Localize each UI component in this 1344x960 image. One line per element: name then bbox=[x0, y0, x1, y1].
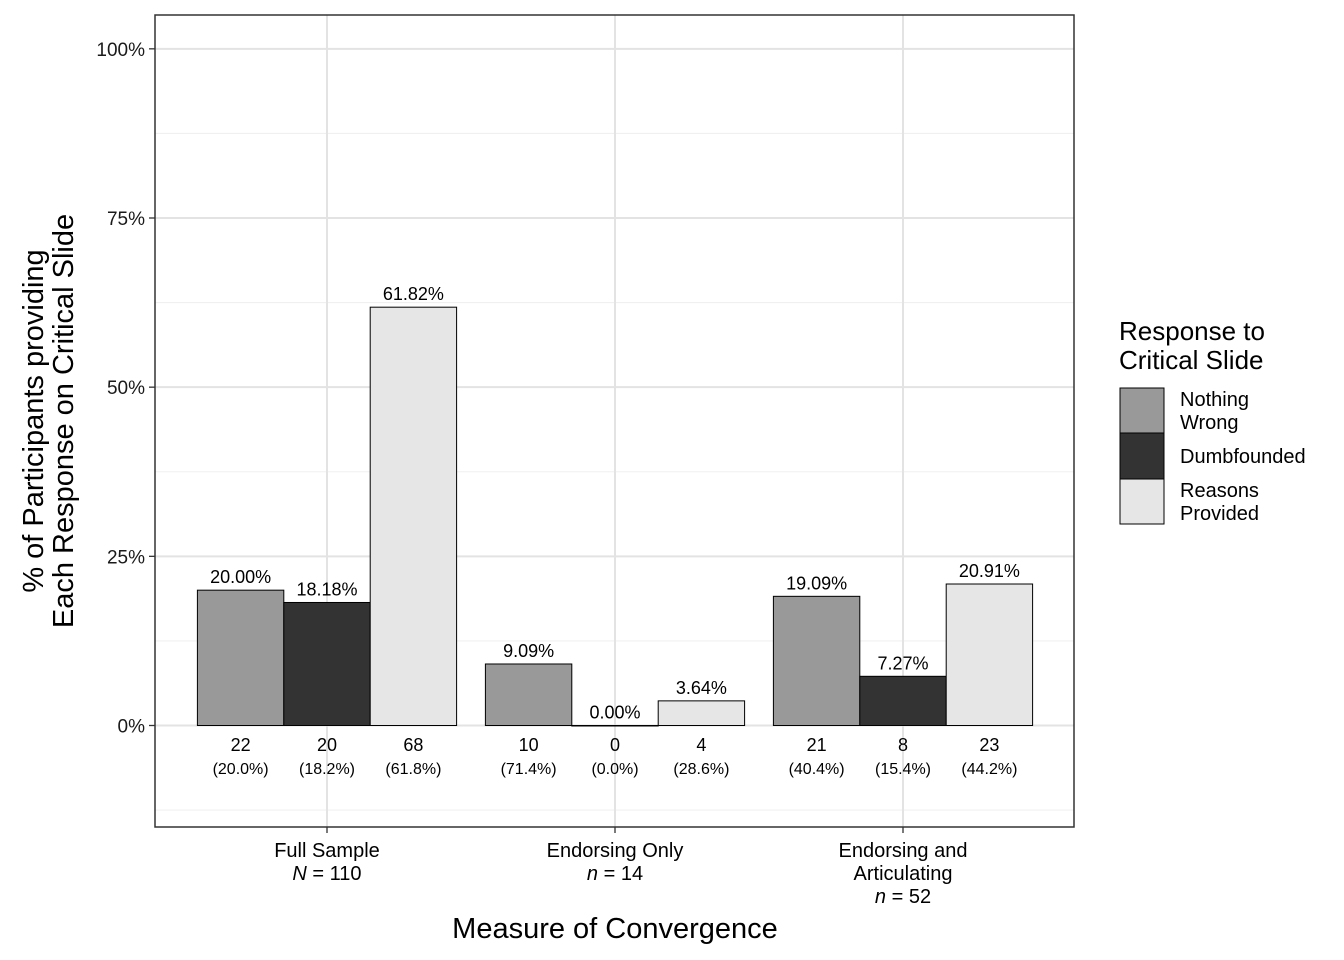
bar-count-label: 10 bbox=[519, 735, 539, 755]
legend-key bbox=[1119, 478, 1165, 525]
y-axis: 0% 25% 50% 75% 100% bbox=[96, 40, 155, 738]
y-axis-title-line: Each Response on Critical Slide bbox=[48, 214, 80, 628]
bar-count-label: 4 bbox=[696, 735, 706, 755]
bar bbox=[772, 595, 861, 726]
y-axis-title-line: % of Participants providing bbox=[18, 249, 50, 592]
count-labels: 22 (20.0%) 20 (18.2%) 68 (61.8%) 10 (71.4%) 0 (0.… bbox=[213, 735, 1018, 778]
bar bbox=[945, 583, 1034, 726]
bar-value-label: 20.00% bbox=[210, 567, 271, 587]
bar-count-percent-label: (61.8%) bbox=[385, 761, 441, 778]
bar-value-label: 61.82% bbox=[383, 284, 444, 304]
legend-label: Wrong bbox=[1180, 412, 1239, 434]
x-axis-title: Measure of Convergence bbox=[452, 913, 778, 945]
x-category-n-label: n = 14 bbox=[587, 863, 643, 885]
bar-count-label: 0 bbox=[610, 735, 620, 755]
x-category-n-label: N = 110 bbox=[292, 863, 361, 885]
bar-value-label: 0.00% bbox=[589, 703, 640, 723]
legend-title: Response to bbox=[1119, 316, 1265, 346]
bar bbox=[571, 725, 659, 727]
y-tick-label: 75% bbox=[107, 209, 145, 230]
bar bbox=[283, 601, 371, 726]
bar-count-percent-label: (40.4%) bbox=[789, 761, 845, 778]
value-labels: 20.00% 18.18% 61.82% 9.09% 0.00% 3.64% 19.09% 7… bbox=[210, 284, 1020, 722]
bar bbox=[196, 589, 285, 727]
bar-value-label: 3.64% bbox=[676, 678, 727, 698]
legend-title: Critical Slide bbox=[1119, 345, 1264, 375]
bar-count-percent-label: (44.2%) bbox=[961, 761, 1017, 778]
y-tick-label: 50% bbox=[107, 378, 145, 399]
bar-count-percent-label: (18.2%) bbox=[299, 761, 355, 778]
bar-count-label: 68 bbox=[403, 735, 423, 755]
bar bbox=[484, 663, 573, 727]
bar-count-percent-label: (15.4%) bbox=[875, 761, 931, 778]
bar-count-percent-label: (71.4%) bbox=[501, 761, 557, 778]
legend-label: Nothing bbox=[1180, 389, 1249, 411]
bar bbox=[369, 306, 458, 726]
bar-count-label: 23 bbox=[979, 735, 999, 755]
y-tick-label: 0% bbox=[118, 717, 146, 738]
bar-value-label: 18.18% bbox=[296, 579, 357, 599]
bar-value-label: 9.09% bbox=[503, 641, 554, 661]
bar-count-label: 21 bbox=[807, 735, 827, 755]
bar bbox=[859, 675, 947, 727]
bars bbox=[196, 306, 1034, 727]
y-tick-label: 100% bbox=[96, 40, 145, 61]
bar-count-percent-label: (20.0%) bbox=[213, 761, 269, 778]
legend-label: Provided bbox=[1180, 503, 1259, 525]
legend-key bbox=[1119, 387, 1165, 434]
bar-count-label: 22 bbox=[231, 735, 251, 755]
x-category-n-label: n = 52 bbox=[875, 886, 931, 908]
bar bbox=[657, 700, 746, 726]
bar-count-label: 20 bbox=[317, 735, 337, 755]
legend-key bbox=[1119, 432, 1165, 480]
x-category-label: Endorsing Only bbox=[547, 840, 684, 862]
bar-value-label: 7.27% bbox=[877, 653, 928, 673]
legend-label: Dumbfounded bbox=[1180, 446, 1306, 468]
bar-count-label: 8 bbox=[898, 735, 908, 755]
x-category-label: Full Sample bbox=[274, 840, 380, 862]
x-category-label: Articulating bbox=[854, 863, 953, 885]
bar-value-label: 20.91% bbox=[959, 561, 1020, 581]
x-category-label: Endorsing and bbox=[839, 840, 968, 862]
bar-value-label: 19.09% bbox=[786, 573, 847, 593]
bar-count-percent-label: (0.0%) bbox=[591, 761, 638, 778]
bar-count-percent-label: (28.6%) bbox=[673, 761, 729, 778]
legend-label: Reasons bbox=[1180, 480, 1259, 502]
y-tick-label: 25% bbox=[107, 547, 145, 568]
